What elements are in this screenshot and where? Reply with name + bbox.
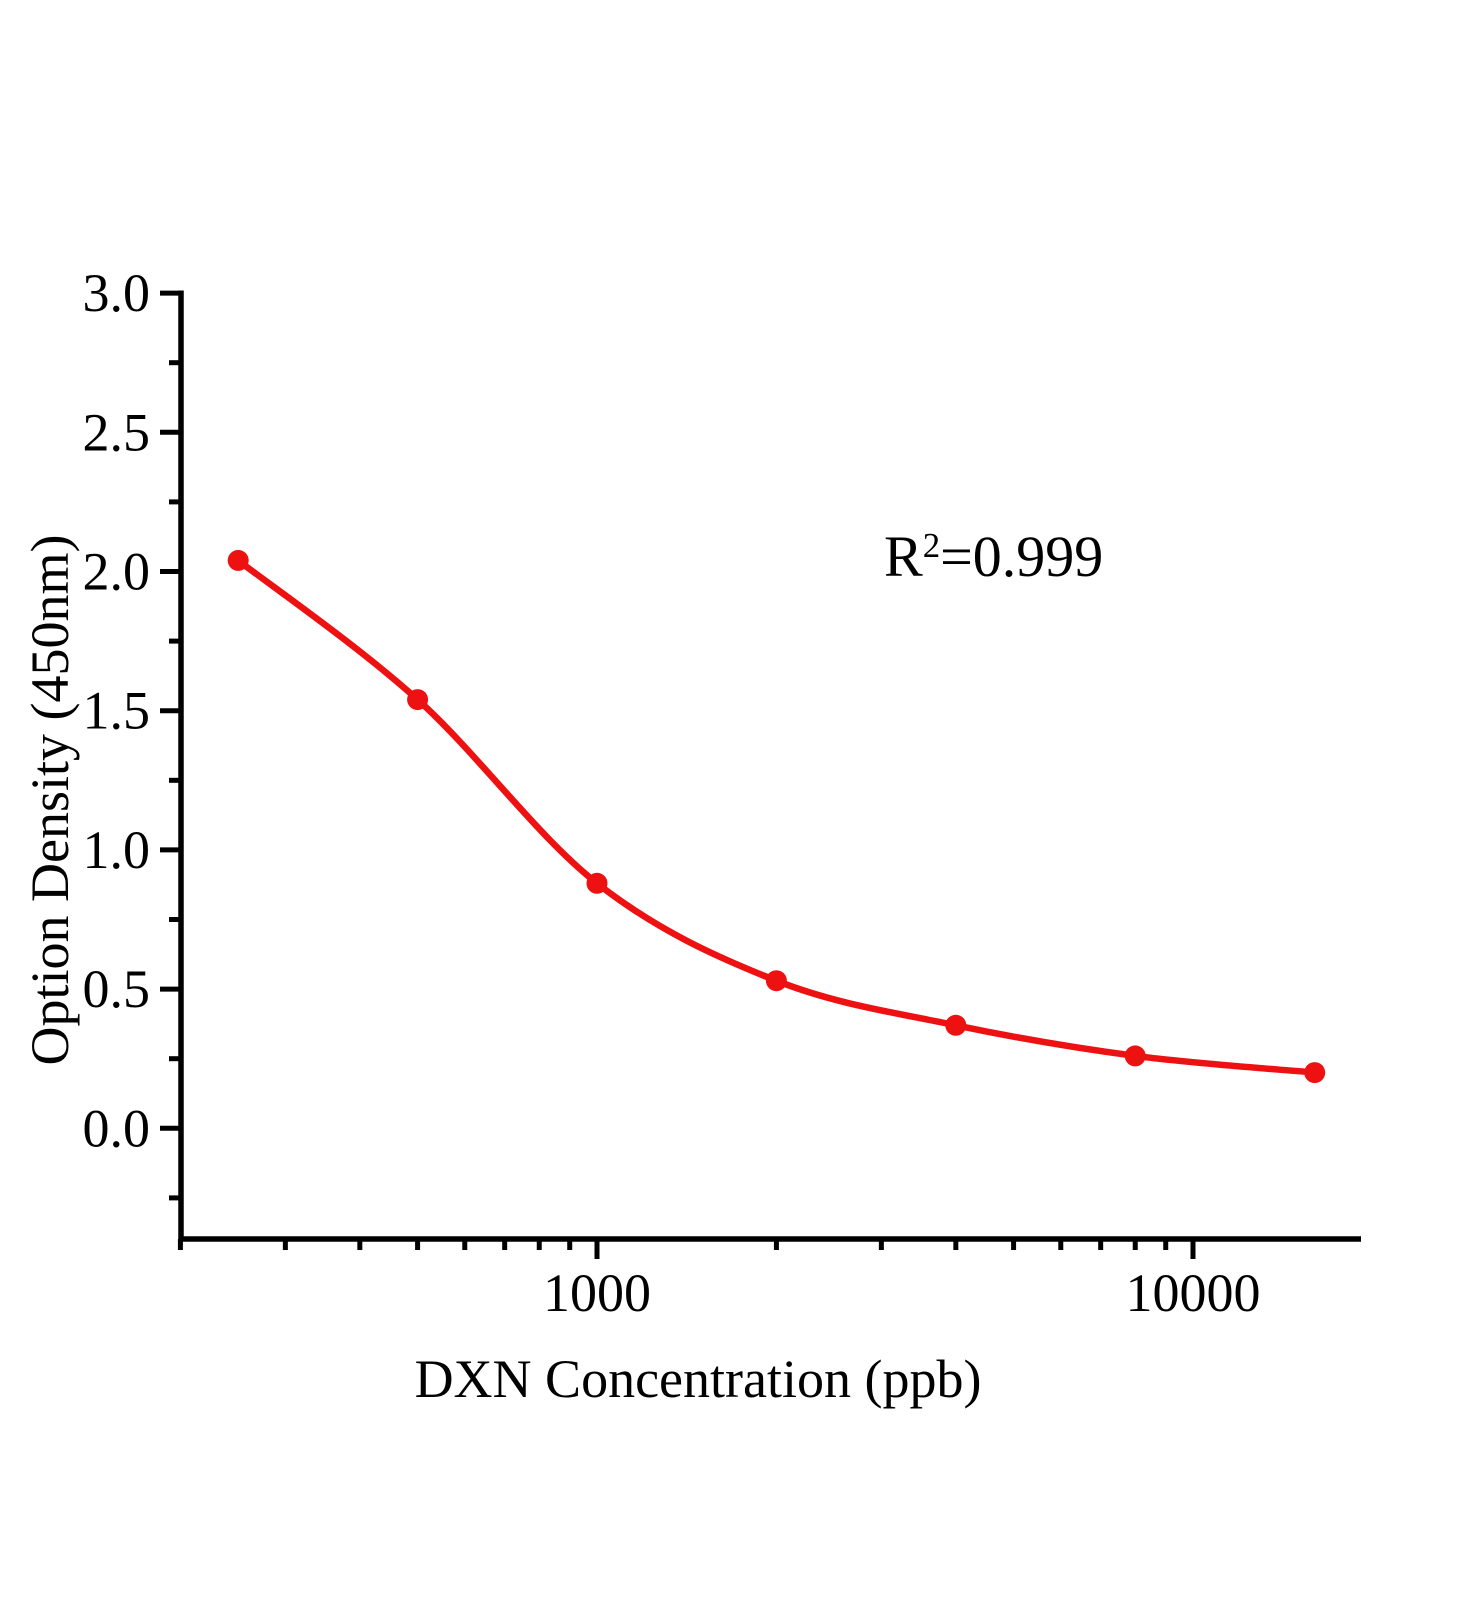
data-point-marker <box>586 872 608 894</box>
y-axis-tick-label: 2.0 <box>83 542 151 602</box>
data-point-marker <box>765 970 787 992</box>
data-point-marker <box>407 689 429 711</box>
r-squared-exponent: 2 <box>922 525 941 565</box>
r-squared-annotation: R2=0.999 <box>884 523 1103 590</box>
axes-spines <box>178 290 1361 1242</box>
r-squared-value: =0.999 <box>940 524 1104 589</box>
y-axis-tick-label: 3.0 <box>83 263 151 323</box>
r-squared-base: R <box>884 524 923 589</box>
y-axis-tick-label: 1.0 <box>83 820 151 880</box>
x-axis-title: DXN Concentration (ppb) <box>414 1349 982 1409</box>
x-axis-tick-label: 1000 <box>543 1263 651 1323</box>
x-axis-tick-label: 10000 <box>1126 1263 1261 1323</box>
y-axis-tick-label: 1.5 <box>83 681 151 741</box>
data-point-marker <box>227 549 249 571</box>
data-point-marker <box>1304 1062 1326 1084</box>
y-axis-tick-label: 0.0 <box>83 1098 151 1158</box>
y-axis-tick-label: 2.5 <box>83 402 151 462</box>
data-point-marker <box>1124 1045 1146 1067</box>
y-axis-title: Option Density (450nm) <box>20 534 80 1066</box>
standard-curve-line <box>234 557 1318 1076</box>
data-point-marker <box>945 1014 967 1036</box>
y-axis-tick-label: 0.5 <box>83 959 151 1019</box>
